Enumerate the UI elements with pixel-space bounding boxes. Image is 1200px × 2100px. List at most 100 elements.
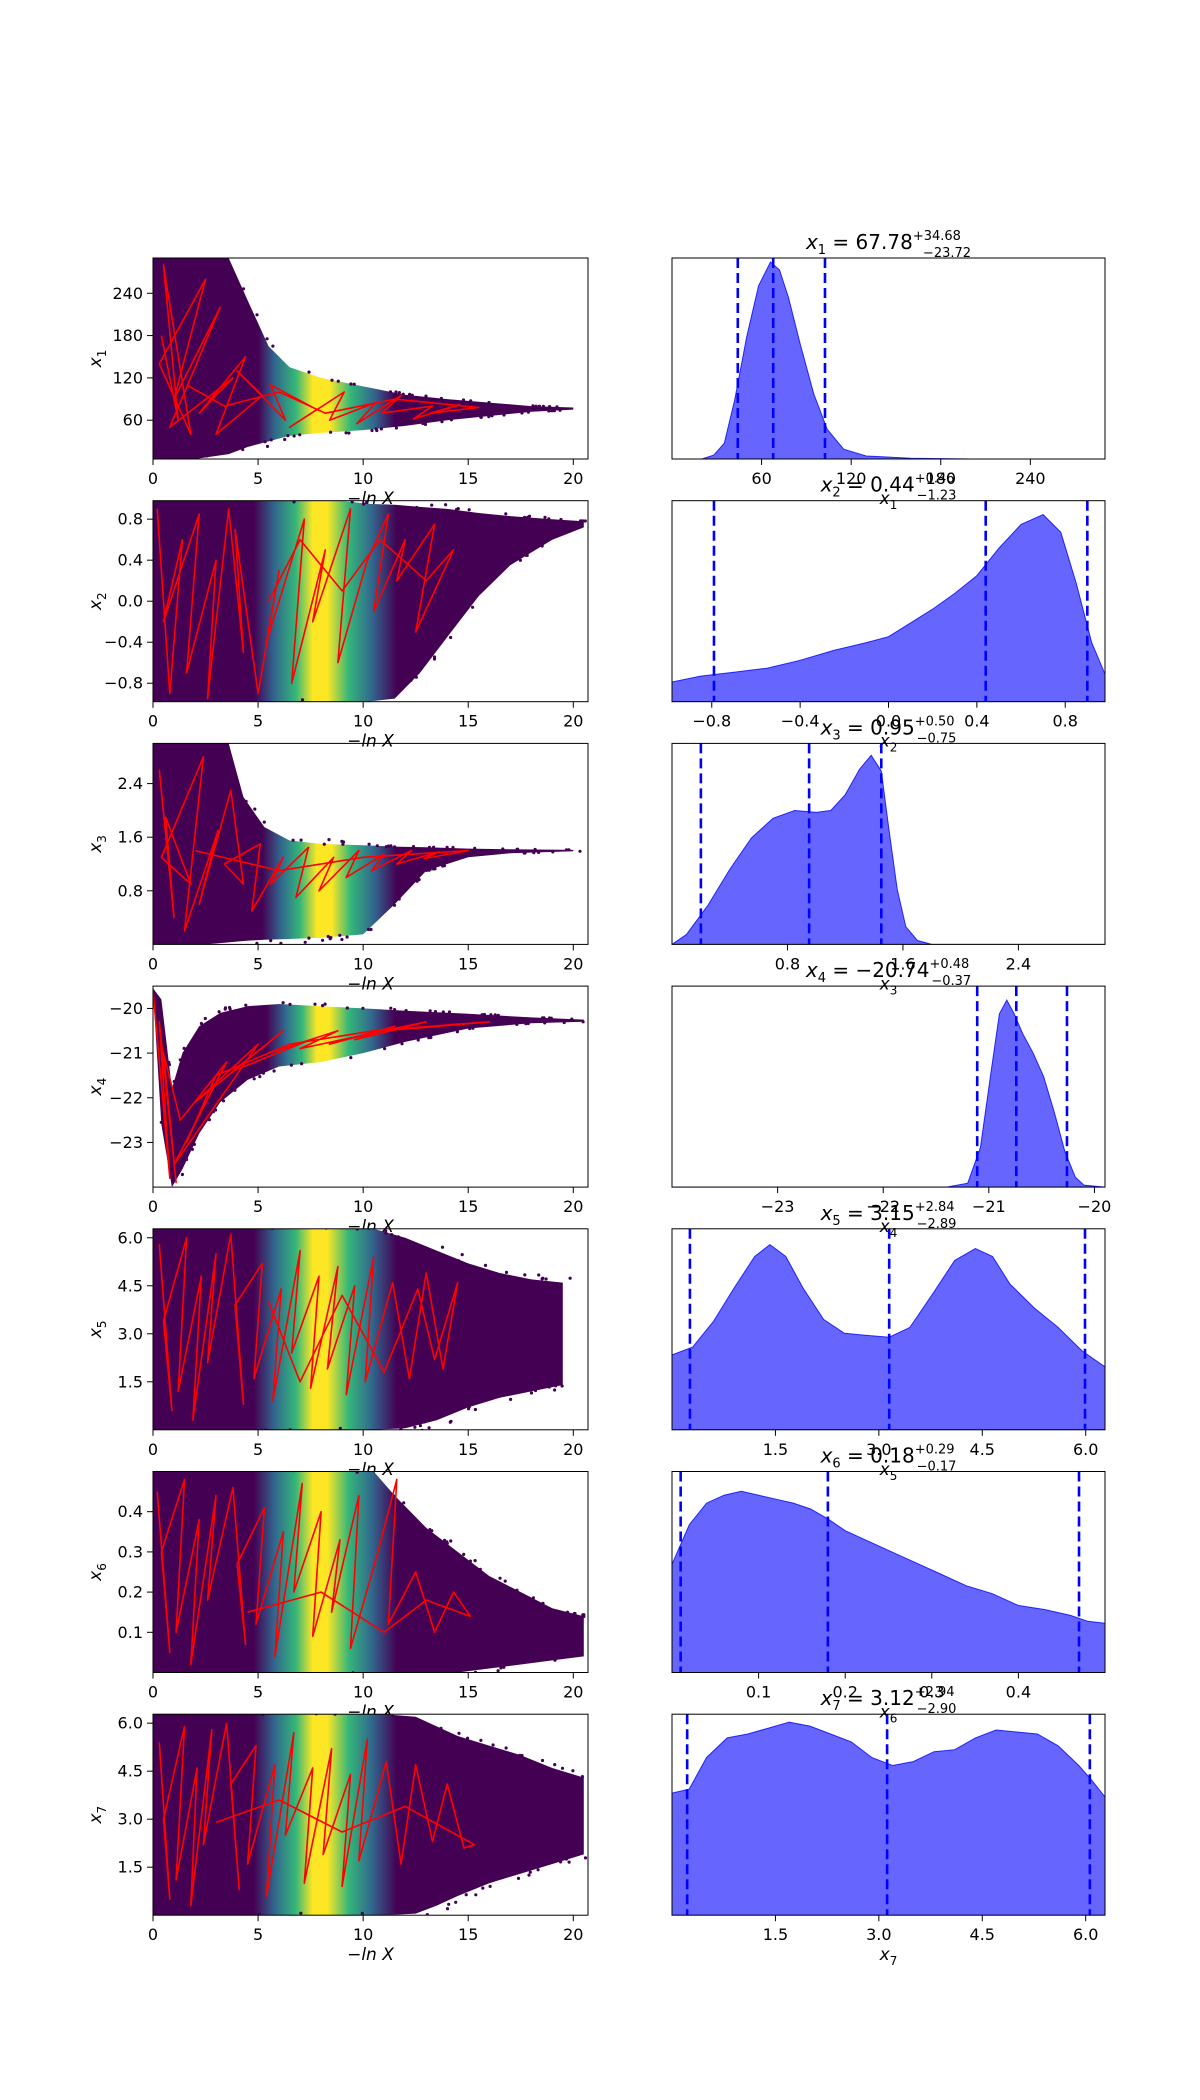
x-tick-label: 0.0: [876, 712, 901, 731]
chain-path: [158, 755, 470, 932]
sample-point: [466, 1736, 470, 1740]
sample-point: [289, 1063, 293, 1067]
x-tick-label: 5: [253, 1440, 263, 1459]
sample-point: [231, 699, 235, 702]
y-axis-label-symbol: x: [86, 356, 106, 368]
sample-point: [233, 1088, 237, 1092]
y-tick-label: 0.8: [118, 881, 143, 900]
sample-point: [340, 1705, 343, 1708]
sample-point: [258, 1075, 262, 1079]
sample-point: [471, 605, 475, 609]
sample-point: [221, 1099, 226, 1103]
sample-point: [439, 396, 443, 401]
sample-point: [169, 1426, 173, 1430]
title-upper: +2.84: [915, 1200, 955, 1215]
y-axis-label: x1: [86, 350, 109, 369]
sample-point: [388, 390, 393, 394]
sample-point: [370, 428, 374, 433]
x-tick-label: 20: [563, 1197, 583, 1216]
sample-point: [456, 1259, 461, 1263]
axes-frame: [152, 1713, 589, 1916]
sample-point: [504, 1746, 508, 1750]
y-tick-label: 0.1: [118, 1623, 143, 1642]
axes-frame: [671, 257, 1106, 460]
sample-point: [293, 1433, 296, 1436]
axes-frame: [152, 500, 589, 703]
posterior-panel-5: x5 = 3.15+2.84 −2.891.5 3.0 4.5 6.0x5: [671, 1200, 1106, 1483]
sample-point: [367, 704, 370, 707]
sample-point: [417, 878, 421, 882]
sample-point: [400, 1042, 404, 1046]
sample-point: [456, 507, 460, 511]
sample-point: [321, 1004, 325, 1008]
x-tick-label: 3.0: [866, 1440, 891, 1459]
scatter-clip: [153, 1471, 586, 1682]
title-symbol: x: [820, 1201, 833, 1225]
sample-point: [228, 1005, 232, 1010]
sample-point: [269, 1219, 272, 1222]
sample-point: [375, 844, 379, 848]
sample-point: [329, 936, 333, 940]
sample-point: [272, 1069, 276, 1073]
axes-frame: [671, 985, 1106, 1188]
x-tick-label: 10: [353, 1440, 373, 1459]
sample-point: [261, 1071, 265, 1075]
sample-point: [345, 1006, 349, 1010]
sample-point: [457, 1731, 461, 1735]
sample-point: [524, 1022, 528, 1026]
sample-point: [195, 708, 198, 711]
sample-point: [445, 1541, 449, 1545]
sample-point: [554, 1384, 558, 1388]
sample-point: [581, 519, 585, 523]
density-clip: [672, 500, 1105, 702]
sample-point: [171, 253, 174, 256]
sample-point: [241, 287, 246, 291]
sample-point: [394, 426, 398, 430]
sample-point: [201, 491, 204, 494]
sample-point: [414, 675, 418, 679]
sample-point: [217, 1435, 220, 1438]
sample-point: [547, 409, 551, 413]
x-tick-label: 0.4: [1006, 1683, 1031, 1702]
sample-point: [431, 867, 435, 871]
title-lower: −2.90: [917, 1702, 957, 1717]
sample-point: [496, 1669, 500, 1673]
sample-point: [217, 1010, 221, 1014]
sample-point: [439, 1726, 443, 1730]
sample-point: [541, 1601, 545, 1605]
sample-point: [460, 1253, 464, 1257]
y-tick-label: 1.6: [118, 828, 143, 847]
sample-point: [489, 1013, 493, 1017]
sample-point: [536, 1868, 540, 1872]
sample-point: [199, 1021, 203, 1026]
x-tick-label: 1.5: [763, 1925, 788, 1944]
x-tick-label: 15: [458, 1440, 478, 1459]
y-axis-label-symbol: x: [86, 1813, 106, 1825]
sample-point: [193, 467, 196, 470]
sample-point: [478, 1567, 482, 1571]
scatter-density: [153, 258, 574, 459]
y-tick-label: 0.4: [118, 1502, 143, 1521]
sample-point: [427, 868, 431, 872]
sample-point: [443, 1538, 447, 1542]
y-axis-label-subscript: 7: [95, 1806, 109, 1814]
y-axis-label-subscript: 6: [95, 1563, 109, 1571]
x-tick-label: 1.5: [763, 1440, 788, 1459]
title-symbol: x: [805, 958, 818, 982]
sample-point: [402, 1501, 406, 1505]
title-upper: +0.46: [915, 472, 955, 487]
sample-point: [167, 1922, 170, 1925]
x-axis-label: x1: [879, 489, 898, 512]
x-tick-label: 180: [925, 469, 956, 488]
trace-panel-7: 1.5 3.0 4.5 6.0 x7 0 5 10 15 20 −ln X: [86, 1705, 589, 1965]
sample-point: [214, 1108, 218, 1112]
sample-point: [415, 505, 419, 510]
x-axis-label-subscript: 2: [890, 741, 898, 755]
sample-point: [329, 1679, 332, 1682]
sample-point: [212, 704, 215, 707]
sample-point: [410, 393, 414, 397]
sample-point: [571, 1769, 575, 1773]
x-tick-label: 20: [563, 712, 583, 731]
x-axis-label: x7: [879, 1945, 898, 1968]
